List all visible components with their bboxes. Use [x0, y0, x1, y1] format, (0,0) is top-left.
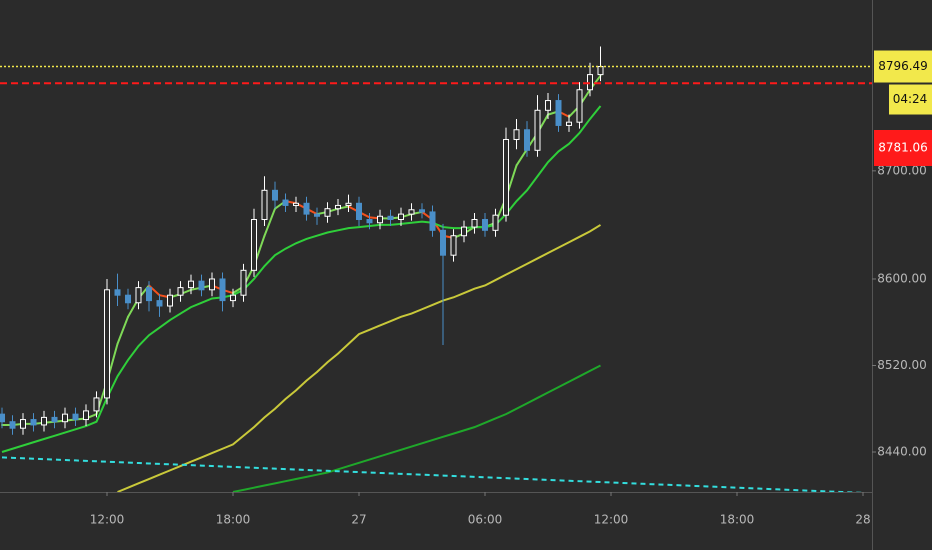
candle-body [251, 219, 257, 271]
candle-body [461, 226, 467, 237]
moving-average-segment [515, 148, 528, 167]
plot [0, 46, 864, 492]
candle-body [9, 421, 16, 429]
y-tick-label: 8700.00 [877, 163, 927, 177]
y-tick-label: 8520.00 [877, 358, 927, 372]
candle-body [167, 294, 173, 307]
candle-body [198, 280, 205, 291]
candle-body [513, 129, 520, 140]
candle-body [272, 189, 278, 201]
candle-body [377, 215, 383, 224]
candle-body [524, 129, 530, 151]
countdown-box [889, 84, 932, 115]
moving-average [1, 105, 602, 453]
y-tick-label: 8440.00 [877, 444, 927, 458]
candle-body [104, 289, 110, 399]
candle-body [566, 121, 572, 126]
candle-body [20, 419, 26, 429]
candle-body [482, 219, 488, 231]
candle-body [219, 278, 226, 302]
candle-body [587, 74, 593, 91]
candle-body [408, 209, 415, 215]
candle-body [398, 213, 404, 221]
candle-body [576, 89, 583, 123]
x-tick-label: 06:00 [468, 513, 503, 527]
moving-average-segment [263, 207, 276, 237]
candle-body [72, 413, 79, 421]
candle-body [387, 215, 394, 221]
candle-body [188, 280, 194, 289]
candle-body [83, 410, 89, 421]
x-tick-label: 12:00 [90, 513, 125, 527]
candle-body [366, 219, 373, 224]
moving-average [232, 364, 601, 492]
moving-average-segment [148, 284, 161, 297]
candle-body [335, 204, 341, 210]
x-tick-label: 18:00 [720, 513, 755, 527]
candle-body [209, 278, 215, 291]
x-tick-label: 18:00 [216, 513, 251, 527]
candle-body [545, 100, 551, 111]
candle-body [282, 199, 289, 206]
candle-body [429, 211, 436, 231]
candle-body [314, 213, 320, 217]
candle-body [419, 209, 425, 213]
candle-body [440, 229, 446, 256]
countdown-label: 04:24 [893, 92, 928, 106]
candle-body [156, 300, 163, 307]
alert-price-label: 8781.06 [878, 141, 928, 155]
candle-body [114, 289, 121, 296]
candle-body [230, 294, 236, 302]
moving-average [117, 224, 602, 492]
candle-body [135, 287, 142, 304]
candle-body [345, 202, 352, 206]
candle-body [324, 208, 331, 217]
candle-body [261, 189, 268, 221]
y-tick-label: 8600.00 [877, 271, 927, 285]
moving-average-segment [116, 315, 129, 345]
x-tick-label: 28 [855, 513, 870, 527]
candle-body [450, 235, 457, 256]
candle-body [41, 416, 47, 426]
candle-body [471, 219, 478, 228]
candle-body [597, 66, 604, 76]
candle-body [293, 202, 299, 206]
candle-body [125, 294, 131, 304]
candle-body [30, 419, 37, 426]
candle-body [177, 287, 184, 296]
candle-body [51, 416, 58, 423]
candle-body [0, 413, 5, 423]
last-price-box [874, 50, 932, 83]
candle-body [492, 214, 499, 231]
x-tick-label: 12:00 [594, 513, 629, 527]
candle-body [146, 287, 152, 302]
candle-body [555, 100, 562, 126]
candle-body [93, 397, 100, 412]
alert-price-box [874, 130, 932, 166]
candle-body [356, 202, 362, 221]
last-price-label: 8796.49 [878, 59, 928, 73]
candle-body [240, 269, 247, 296]
candle-body [62, 413, 68, 423]
candle-body [534, 109, 541, 151]
candle-body [303, 202, 310, 215]
x-tick-label: 27 [351, 513, 366, 527]
candle-body [503, 138, 509, 216]
